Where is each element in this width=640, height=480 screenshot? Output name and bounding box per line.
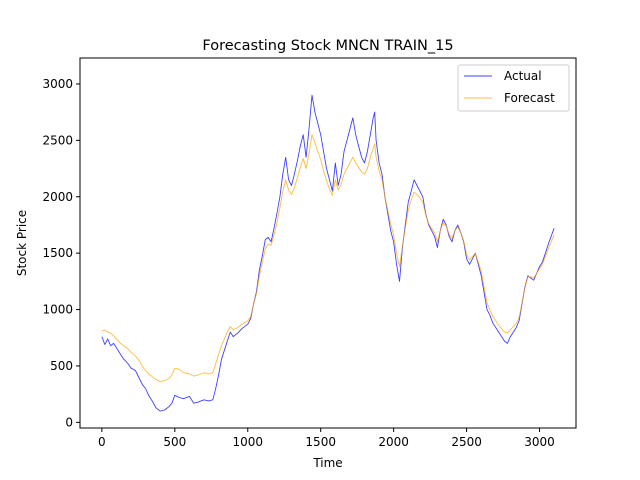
legend: Actual Forecast bbox=[457, 64, 570, 112]
y-tick-label: 1500 bbox=[42, 246, 73, 260]
legend-label-forecast: Forecast bbox=[504, 91, 555, 105]
x-tick-label: 2500 bbox=[451, 435, 482, 449]
x-tick-label: 1500 bbox=[305, 435, 336, 449]
x-tick-label: 3000 bbox=[524, 435, 555, 449]
y-tick-label: 2000 bbox=[42, 190, 73, 204]
plot-area bbox=[79, 57, 577, 429]
y-tick-label: 500 bbox=[50, 359, 73, 373]
y-tick-label: 3000 bbox=[42, 77, 73, 91]
legend-label-actual: Actual bbox=[504, 69, 542, 83]
x-axis-label: Time bbox=[312, 456, 342, 470]
chart-title: Forecasting Stock MNCN TRAIN_15 bbox=[202, 38, 453, 54]
x-axis: 0 500 1000 1500 2000 2500 3000 bbox=[98, 428, 555, 449]
y-tick-label: 2500 bbox=[42, 133, 73, 147]
x-tick-label: 1000 bbox=[232, 435, 263, 449]
x-tick-label: 500 bbox=[163, 435, 186, 449]
y-axis-label: Stock Price bbox=[15, 210, 29, 276]
y-axis: 0 500 1000 1500 2000 2500 3000 bbox=[42, 77, 80, 429]
y-tick-label: 1000 bbox=[42, 303, 73, 317]
plot-frame bbox=[79, 57, 577, 429]
series-layer bbox=[101, 94, 555, 412]
series-line-forecast bbox=[101, 134, 555, 383]
y-tick-label: 0 bbox=[65, 415, 73, 429]
x-tick-label: 2000 bbox=[378, 435, 409, 449]
x-tick-label: 0 bbox=[98, 435, 106, 449]
series-line-actual bbox=[101, 94, 555, 412]
